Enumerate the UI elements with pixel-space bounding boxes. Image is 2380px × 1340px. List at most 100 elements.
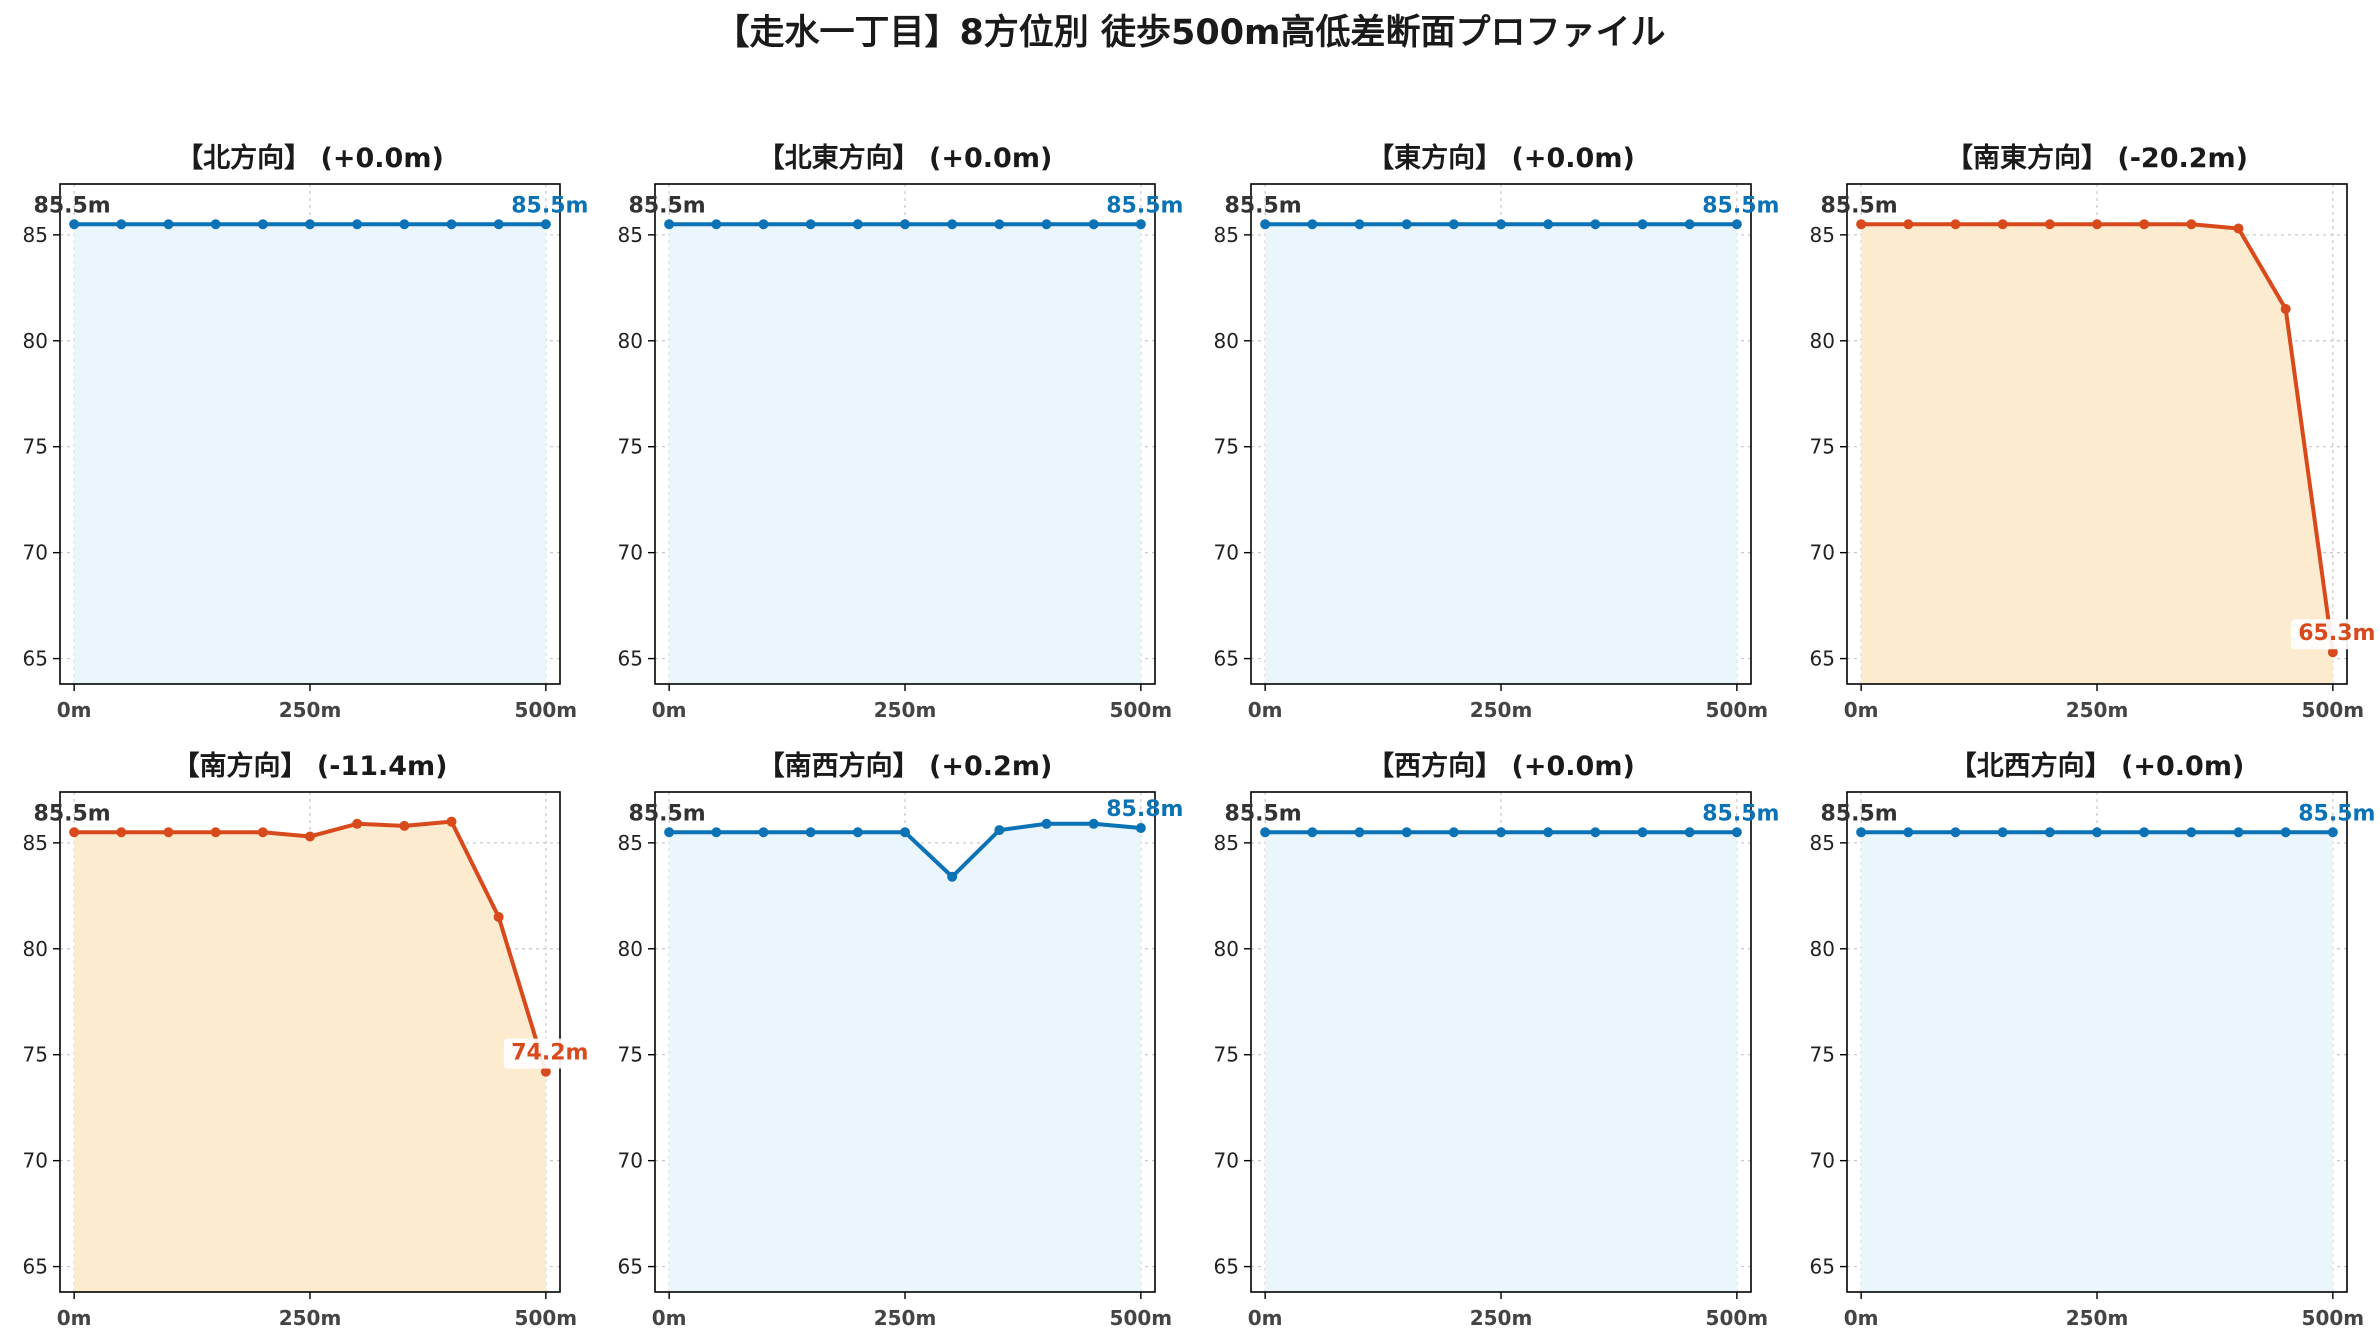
data-point xyxy=(1590,827,1601,838)
x-tick-label: 250m xyxy=(279,698,342,722)
data-point xyxy=(1637,219,1648,230)
panel-title: 【南西方向】 (+0.2m) xyxy=(758,750,1053,782)
chart-panel: 65 70 75 80 85 0m 250m 500m 【東方向】 (+0.0m) 85.5m 85… xyxy=(1214,142,1780,722)
figure-title: 【走水一丁目】8方位別 徒歩500m高低差断面プロファイル xyxy=(714,13,1665,53)
data-point xyxy=(711,219,722,230)
data-point xyxy=(947,871,958,882)
elevation-area xyxy=(1265,832,1737,1292)
y-tick-label: 75 xyxy=(618,435,643,459)
y-tick-label: 85 xyxy=(1214,223,1239,247)
y-tick-label: 85 xyxy=(23,831,48,855)
data-point xyxy=(1135,219,1146,230)
x-tick-label: 250m xyxy=(874,698,937,722)
data-point xyxy=(163,827,174,838)
x-tick-label: 0m xyxy=(57,1306,92,1330)
y-tick-label: 80 xyxy=(1214,937,1239,961)
data-point xyxy=(257,827,268,838)
start-elevation-label: 85.5m xyxy=(1225,193,1302,218)
x-tick-label: 500m xyxy=(1706,1306,1769,1330)
y-tick-label: 75 xyxy=(1810,1043,1835,1067)
elevation-area xyxy=(1861,832,2333,1292)
panel-title: 【北方向】 (+0.0m) xyxy=(176,142,444,174)
panel-title: 【西方向】 (+0.0m) xyxy=(1367,750,1635,782)
y-tick-label: 80 xyxy=(23,329,48,353)
data-point xyxy=(1260,827,1271,838)
end-elevation-label: 85.5m xyxy=(1106,193,1183,218)
x-tick-label: 0m xyxy=(1844,698,1879,722)
y-tick-label: 70 xyxy=(1214,1149,1239,1173)
elevation-area xyxy=(74,821,546,1292)
y-tick-label: 65 xyxy=(23,647,48,671)
panel-title: 【南方向】 (-11.4m) xyxy=(172,750,447,782)
data-point xyxy=(900,827,910,838)
data-point xyxy=(1903,827,1914,838)
data-point xyxy=(1950,827,1961,838)
data-point xyxy=(711,827,722,838)
data-point xyxy=(1354,219,1365,230)
x-tick-label: 0m xyxy=(652,1306,687,1330)
data-point xyxy=(1684,219,1695,230)
y-tick-label: 70 xyxy=(1214,541,1239,565)
data-point xyxy=(2044,827,2055,838)
start-elevation-label: 85.5m xyxy=(629,193,706,218)
data-point xyxy=(1135,823,1146,834)
data-point xyxy=(1496,219,1506,230)
data-point xyxy=(947,219,958,230)
data-point xyxy=(852,219,863,230)
end-elevation-label: 85.5m xyxy=(2298,801,2375,826)
data-point xyxy=(1307,219,1318,230)
data-point xyxy=(446,219,457,230)
start-elevation-label: 85.5m xyxy=(1225,801,1302,826)
data-point xyxy=(1307,827,1318,838)
data-point xyxy=(805,219,816,230)
data-point xyxy=(1496,827,1506,838)
data-point xyxy=(210,219,221,230)
end-elevation-label: 65.3m xyxy=(2298,621,2375,646)
y-tick-label: 85 xyxy=(1810,223,1835,247)
y-tick-label: 80 xyxy=(618,937,643,961)
chart-panel: 65 70 75 80 85 0m 250m 500m 【西方向】 (+0.0m) 85.5m 85… xyxy=(1214,750,1780,1330)
data-point xyxy=(352,219,363,230)
panel-title: 【北東方向】 (+0.0m) xyxy=(758,142,1053,174)
chart-panel: 65 70 75 80 85 0m 250m 500m 【北西方向】 (+0.0m) 85.5m 8… xyxy=(1810,750,2376,1330)
y-tick-label: 65 xyxy=(618,1255,643,1279)
x-tick-label: 500m xyxy=(1706,698,1769,722)
chart-panel: 65 70 75 80 85 0m 250m 500m 【南方向】 (-11.4m) 85.5m 7… xyxy=(23,750,596,1330)
y-tick-label: 65 xyxy=(1810,1255,1835,1279)
end-elevation-label: 85.5m xyxy=(511,193,588,218)
data-point xyxy=(2044,219,2055,230)
x-tick-label: 0m xyxy=(652,698,687,722)
y-tick-label: 75 xyxy=(23,435,48,459)
data-point xyxy=(399,219,410,230)
data-point xyxy=(994,825,1005,836)
x-tick-label: 500m xyxy=(2302,698,2365,722)
y-tick-label: 75 xyxy=(618,1043,643,1067)
elevation-area xyxy=(1861,224,2333,684)
chart-panel: 65 70 75 80 85 0m 250m 500m 【南東方向】 (-20.2m) 85.5m… xyxy=(1810,142,2380,722)
elevation-area xyxy=(669,224,1141,684)
data-point xyxy=(1637,827,1648,838)
data-point xyxy=(2139,827,2150,838)
data-point xyxy=(1354,827,1365,838)
chart-panel: 65 70 75 80 85 0m 250m 500m 【南西方向】 (+0.2m) 85.5m 8… xyxy=(618,750,1184,1330)
y-tick-label: 65 xyxy=(1810,647,1835,671)
data-point xyxy=(1448,827,1459,838)
elevation-area xyxy=(669,823,1141,1292)
data-point xyxy=(1401,827,1412,838)
data-point xyxy=(305,831,315,842)
data-point xyxy=(2233,827,2244,838)
data-point xyxy=(2327,647,2338,658)
x-tick-label: 0m xyxy=(1248,698,1283,722)
y-tick-label: 70 xyxy=(1810,1149,1835,1173)
x-tick-label: 500m xyxy=(515,698,578,722)
data-point xyxy=(69,219,80,230)
data-point xyxy=(1903,219,1914,230)
y-tick-label: 70 xyxy=(23,1149,48,1173)
elevation-area xyxy=(1265,224,1737,684)
data-point xyxy=(540,1066,551,1077)
data-point xyxy=(116,219,127,230)
y-tick-label: 70 xyxy=(1810,541,1835,565)
data-point xyxy=(493,912,504,922)
x-tick-label: 250m xyxy=(1470,1306,1533,1330)
